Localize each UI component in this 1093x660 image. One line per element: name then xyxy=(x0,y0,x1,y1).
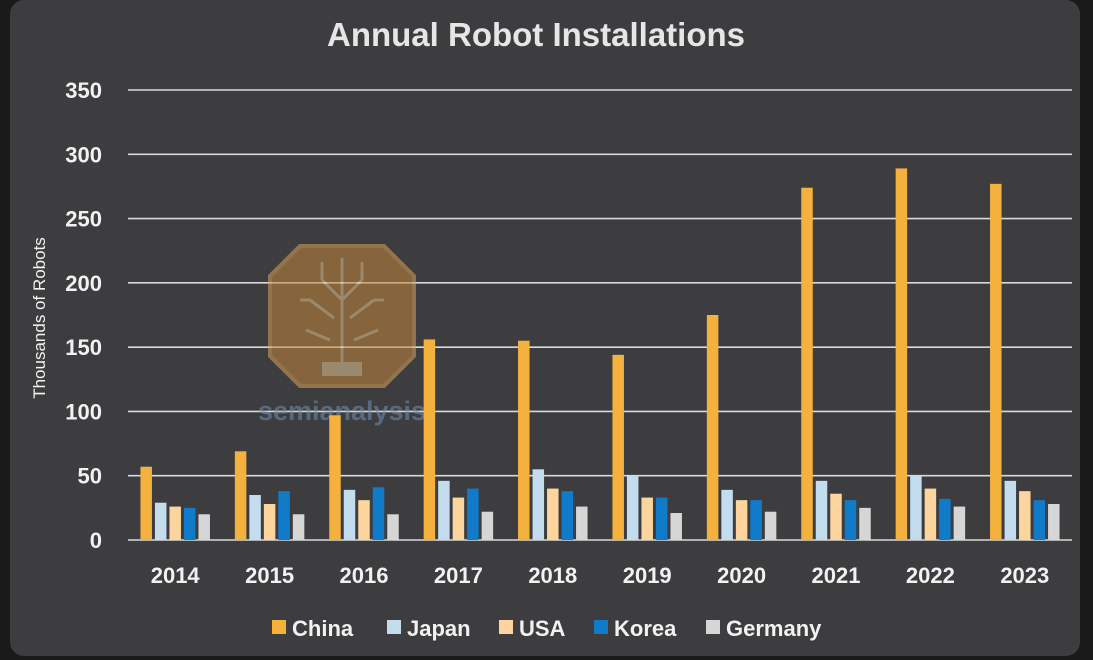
bar-japan-2019 xyxy=(626,475,639,540)
x-tick-label: 2022 xyxy=(906,563,955,588)
bar-korea-2016 xyxy=(372,487,385,540)
bar-korea-2014 xyxy=(183,507,196,540)
bar-china-2021 xyxy=(801,187,813,540)
bar-germany-2018 xyxy=(576,506,588,540)
x-tick-label: 2016 xyxy=(340,563,389,588)
x-tick-label: 2015 xyxy=(245,563,294,588)
bar-china-2017 xyxy=(423,339,436,540)
legend: China Japan USA Korea Germany xyxy=(272,616,822,641)
bar-usa-2016 xyxy=(358,500,370,540)
y-tick-label: 100 xyxy=(65,399,102,424)
semianalysis-watermark: semianalysis xyxy=(258,244,426,426)
bar-korea-2023 xyxy=(1033,500,1046,540)
x-tick-label: 2021 xyxy=(812,563,861,588)
bar-japan-2016 xyxy=(343,489,356,540)
bar-usa-2023 xyxy=(1019,491,1031,540)
y-tick-label: 350 xyxy=(65,78,102,103)
bar-korea-2015 xyxy=(278,491,290,540)
bar-germany-2015 xyxy=(292,514,305,540)
bar-korea-2020 xyxy=(750,500,762,540)
bar-germany-2022 xyxy=(953,506,966,540)
bar-germany-2014 xyxy=(198,514,210,540)
y-tick-label: 150 xyxy=(65,335,102,360)
y-tick-label: 0 xyxy=(90,528,102,553)
bar-usa-2021 xyxy=(830,493,842,540)
bar-usa-2022 xyxy=(924,488,937,540)
bar-germany-2017 xyxy=(481,511,494,540)
y-tick-label: 300 xyxy=(65,142,102,167)
bar-korea-2022 xyxy=(939,498,951,540)
legend-label-china: China xyxy=(292,616,354,641)
watermark-base xyxy=(322,362,362,376)
bar-china-2015 xyxy=(234,451,247,540)
x-tick-label: 2017 xyxy=(434,563,483,588)
bars xyxy=(140,168,1060,540)
bar-germany-2016 xyxy=(387,514,399,540)
y-axis-ticks: 0 50 100 150 200 250 300 350 xyxy=(65,78,102,553)
bar-china-2016 xyxy=(329,415,341,540)
bar-usa-2014 xyxy=(169,506,181,540)
x-tick-label: 2019 xyxy=(623,563,672,588)
y-tick-label: 200 xyxy=(65,271,102,296)
legend-swatch-korea xyxy=(594,620,608,634)
bar-japan-2014 xyxy=(154,502,167,540)
bar-japan-2015 xyxy=(249,495,261,540)
bar-japan-2020 xyxy=(721,489,733,540)
y-axis-label: Thousands of Robots xyxy=(30,237,49,399)
bar-korea-2019 xyxy=(655,497,668,540)
bar-germany-2020 xyxy=(764,511,777,540)
x-tick-label: 2020 xyxy=(717,563,766,588)
bar-usa-2019 xyxy=(641,497,653,540)
bar-korea-2018 xyxy=(561,491,574,540)
bar-china-2022 xyxy=(895,168,908,540)
chart-title: Annual Robot Installations xyxy=(327,16,745,53)
legend-swatch-china xyxy=(272,620,286,634)
bar-china-2023 xyxy=(990,183,1002,540)
legend-swatch-germany xyxy=(706,620,720,634)
circuit-tree-icon xyxy=(300,258,384,362)
x-tick-label: 2023 xyxy=(1000,563,1049,588)
y-tick-label: 50 xyxy=(78,464,102,489)
bar-japan-2017 xyxy=(438,480,450,540)
bar-usa-2018 xyxy=(547,488,559,540)
legend-swatch-usa xyxy=(499,620,513,634)
bar-japan-2018 xyxy=(532,469,545,540)
legend-label-korea: Korea xyxy=(614,616,677,641)
bar-germany-2021 xyxy=(859,507,871,540)
bar-usa-2017 xyxy=(452,497,465,540)
legend-label-japan: Japan xyxy=(407,616,471,641)
bar-japan-2023 xyxy=(1004,480,1017,540)
x-tick-label: 2018 xyxy=(528,563,577,588)
bar-germany-2019 xyxy=(670,513,682,540)
bar-usa-2015 xyxy=(263,504,276,540)
bar-korea-2021 xyxy=(844,500,857,540)
legend-label-usa: USA xyxy=(519,616,566,641)
x-tick-label: 2014 xyxy=(151,563,201,588)
bar-china-2019 xyxy=(612,354,624,540)
bar-china-2020 xyxy=(706,315,719,540)
bar-japan-2022 xyxy=(910,475,922,540)
bar-germany-2023 xyxy=(1048,504,1060,540)
legend-label-germany: Germany xyxy=(726,616,822,641)
bar-japan-2021 xyxy=(815,480,828,540)
legend-swatch-japan xyxy=(387,620,401,634)
watermark-brand: semianalysis xyxy=(258,396,426,426)
y-tick-label: 250 xyxy=(65,207,102,232)
x-axis-ticks: 2014 2015 2016 2017 2018 2019 2020 2021 2022 2023 xyxy=(151,563,1050,588)
bar-china-2018 xyxy=(518,340,530,540)
bar-korea-2017 xyxy=(467,488,479,540)
bar-china-2014 xyxy=(140,466,152,540)
bar-usa-2020 xyxy=(735,500,748,540)
